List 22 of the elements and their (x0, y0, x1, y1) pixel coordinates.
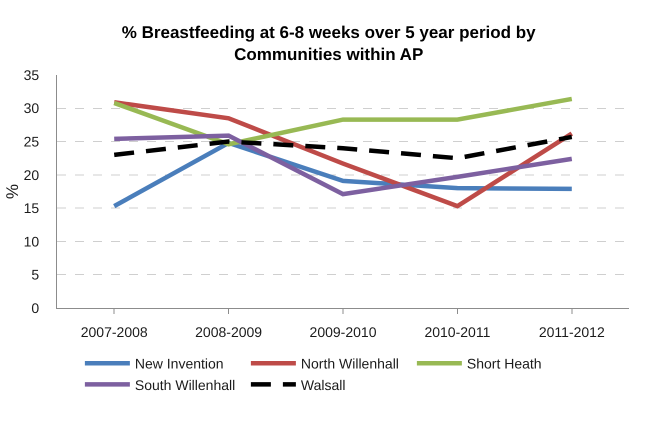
y-axis-title: % (3, 184, 22, 200)
y-tick-label: 20 (24, 166, 40, 183)
chart-title: % Breastfeeding at 6-8 weeks over 5 year period by Communities within AP (122, 22, 536, 64)
legend-label: New Invention (134, 356, 224, 372)
y-tick-label: 15 (24, 200, 40, 216)
legend-label: Short Heath (466, 356, 542, 372)
y-tick-label: 35 (24, 66, 40, 83)
legend-label: North Willenhall (300, 356, 399, 372)
y-tick-label: 30 (24, 100, 40, 116)
x-tick-label: 2007-2008 (80, 324, 148, 340)
y-tick-label: 5 (31, 266, 40, 283)
y-tick-label: 10 (24, 233, 40, 250)
legend-label: South Willenhall (134, 376, 236, 393)
y-tick-label: 25 (24, 133, 40, 150)
line-series (112, 134, 574, 160)
line-series (112, 96, 574, 146)
x-tick-label: 2009-2010 (310, 324, 377, 340)
y-tick-label: 0 (31, 300, 40, 316)
x-tick-label: 2010-2011 (424, 324, 491, 340)
x-tick-label: 2008-2009 (195, 324, 262, 340)
x-tick-label: 2011-2012 (538, 324, 605, 340)
legend-label: Walsall (300, 376, 346, 393)
